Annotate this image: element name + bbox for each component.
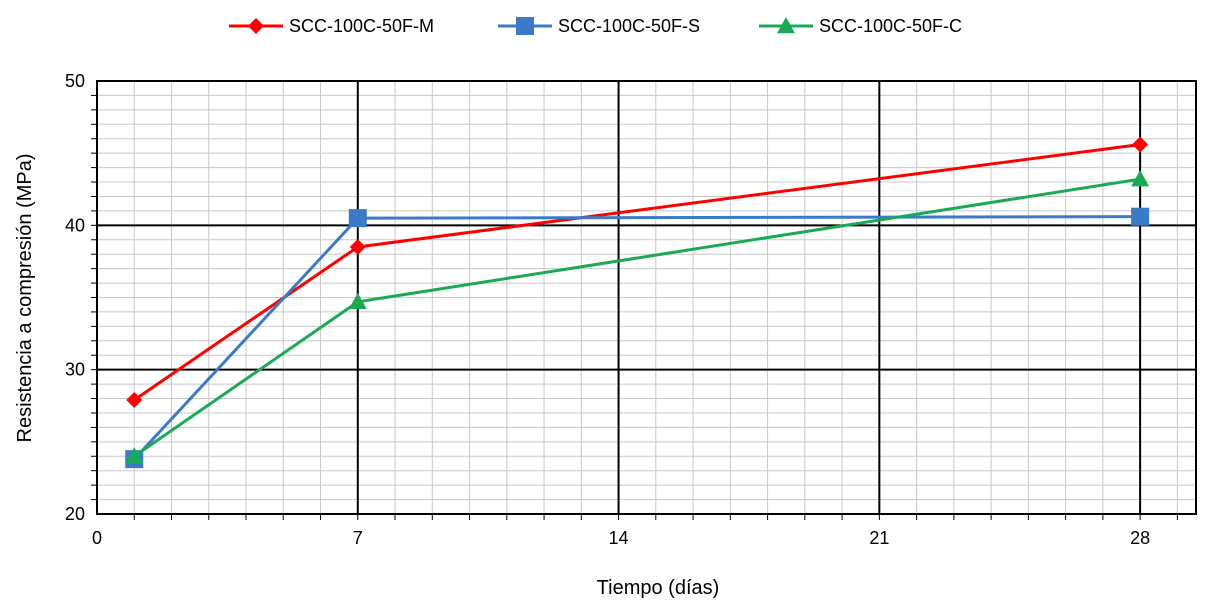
legend-label-2: SCC-100C-50F-S bbox=[558, 16, 700, 36]
x-tick-label: 28 bbox=[1130, 528, 1150, 548]
legend-label-1: SCC-100C-50F-M bbox=[289, 16, 434, 36]
minor-grid bbox=[97, 81, 1196, 514]
data-point-series-1 bbox=[126, 391, 143, 408]
x-axis-title: Tiempo (días) bbox=[597, 577, 720, 599]
series-line-3 bbox=[133, 177, 1141, 458]
major-grid bbox=[97, 80, 1196, 514]
y-tick-label: 40 bbox=[65, 215, 85, 235]
x-tick-label: 0 bbox=[92, 528, 102, 548]
data-point-series-3 bbox=[348, 292, 367, 310]
data-point-series-3 bbox=[125, 447, 144, 464]
x-tick-label: 21 bbox=[869, 528, 889, 548]
data-point-series-3 bbox=[1131, 170, 1150, 187]
legend-label-3: SCC-100C-50F-C bbox=[819, 16, 962, 36]
data-point-series-1 bbox=[1132, 136, 1149, 153]
data-point-series-2 bbox=[1131, 207, 1150, 226]
legend-marker-1 bbox=[248, 18, 264, 34]
x-tick-label: 14 bbox=[609, 528, 629, 548]
legend-marker-2 bbox=[516, 17, 534, 35]
series-line-1 bbox=[133, 143, 1141, 402]
data-point-series-1 bbox=[349, 238, 366, 255]
tick-labels: 0 7 14 21 28 20 30 40 50 bbox=[65, 71, 1150, 548]
legend-marker-3 bbox=[777, 17, 795, 34]
data-point-series-2 bbox=[348, 209, 367, 228]
y-tick-label: 20 bbox=[65, 504, 85, 524]
x-tick-label: 7 bbox=[353, 528, 363, 548]
axes bbox=[91, 80, 1197, 520]
series-line-2 bbox=[133, 215, 1141, 461]
y-tick-label: 30 bbox=[65, 360, 85, 380]
legend: SCC-100C-50F-M SCC-100C-50F-S SCC-100C-50F… bbox=[229, 16, 962, 36]
series-layer bbox=[125, 136, 1150, 469]
y-tick-label: 50 bbox=[65, 71, 85, 91]
y-axis-title: Resistencia a compresión (MPa) bbox=[14, 154, 36, 443]
